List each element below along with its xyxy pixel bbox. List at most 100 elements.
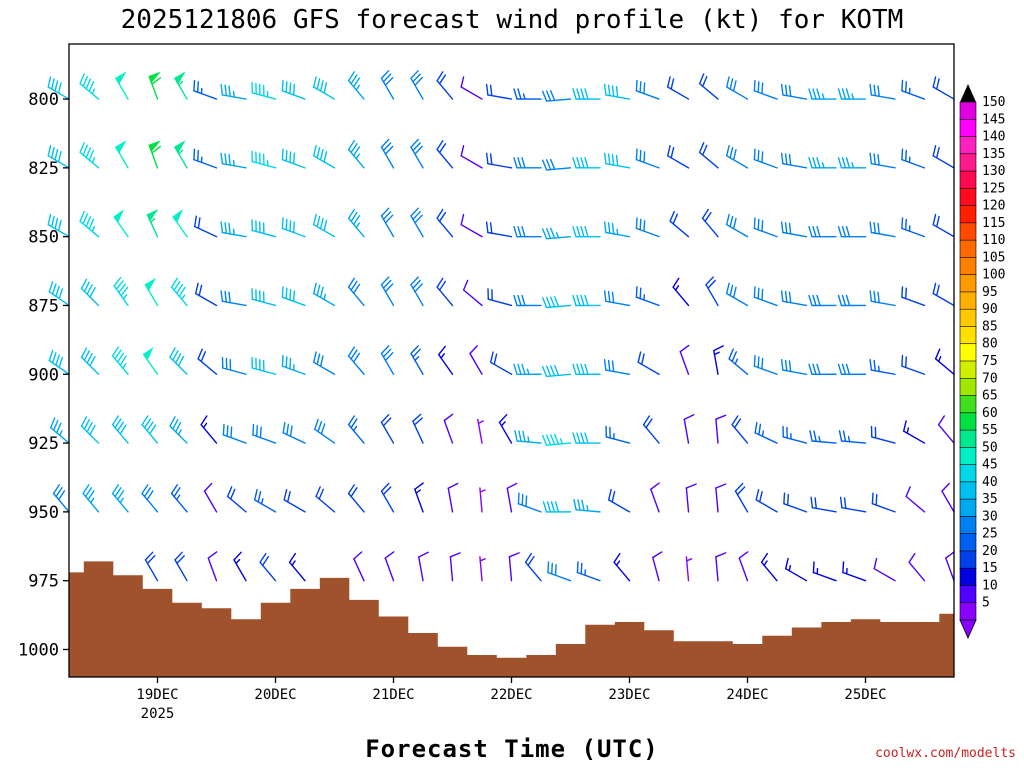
wind-barb-feather — [652, 551, 663, 559]
wind-barb — [513, 88, 542, 100]
wind-barb — [169, 416, 188, 444]
wind-barb-feather — [116, 421, 125, 432]
wind-barb — [683, 414, 695, 444]
wind-barb-feather — [197, 348, 203, 360]
wind-barb-feather — [869, 359, 873, 371]
wind-barb — [113, 276, 129, 307]
wind-barb-feather — [313, 282, 317, 295]
wind-barb-staff — [715, 487, 719, 513]
wind-barb-feather — [576, 157, 581, 169]
wind-barb-feather — [757, 287, 760, 300]
colorbar-segment — [959, 291, 977, 310]
wind-barb-half-feather — [91, 225, 96, 233]
wind-barb-half-feather — [178, 149, 184, 155]
wind-barb-feather — [347, 277, 355, 288]
wind-barb-feather — [785, 557, 789, 570]
wind-barb — [353, 551, 365, 582]
wind-barb — [842, 561, 867, 582]
wind-barb-feather — [841, 225, 847, 238]
wind-barb — [780, 290, 808, 307]
colorbar-label: 70 — [982, 371, 998, 386]
wind-barb-feather — [816, 294, 821, 307]
wind-barb-feather — [289, 82, 292, 95]
wind-barb-feather — [313, 213, 317, 226]
wind-barb-feather — [576, 363, 581, 375]
wind-barb-feather — [521, 493, 524, 506]
wind-barb-staff — [460, 223, 483, 238]
wind-barb-half-feather — [527, 436, 530, 443]
wind-barb-feather — [905, 356, 907, 369]
wind-barb — [252, 423, 277, 444]
wind-barb-feather — [753, 354, 756, 367]
wind-barb-feather — [319, 355, 324, 367]
wind-barb — [436, 208, 454, 238]
wind-barb-feather — [58, 288, 64, 300]
wind-barb — [410, 69, 424, 100]
wind-barb-feather — [489, 84, 493, 97]
wind-barb-half-feather — [477, 420, 484, 425]
wind-barb — [728, 348, 749, 375]
wind-barb-feather — [86, 284, 93, 295]
wind-barb-feather — [841, 88, 847, 100]
wind-barb-feather — [347, 139, 355, 151]
wind-barb-staff — [650, 488, 660, 513]
wind-barb-flag — [113, 209, 125, 224]
wind-barb — [313, 76, 336, 100]
wind-barb-staff — [873, 568, 896, 582]
wind-barb-feather — [353, 146, 361, 157]
wind-barb-feather — [542, 501, 548, 513]
wind-barb-feather — [554, 433, 560, 445]
wind-barb — [347, 139, 365, 169]
wind-barb-feather — [903, 420, 907, 432]
wind-barb-feather — [702, 144, 708, 156]
wind-barb-feather — [641, 353, 645, 365]
wind-barb-feather — [635, 148, 638, 161]
wind-barb — [111, 346, 129, 375]
y-tick-label: 825 — [28, 159, 59, 179]
wind-barb — [220, 290, 247, 307]
wind-barb-feather — [151, 77, 162, 85]
wind-barb-feather — [447, 482, 459, 489]
wind-barb-feather — [315, 486, 321, 498]
wind-barb-flag — [146, 208, 159, 222]
wind-barb-staff — [908, 561, 926, 582]
wind-barb-feather — [603, 83, 607, 96]
wind-barb-feather — [85, 216, 92, 228]
colorbar-segment — [959, 585, 977, 604]
wind-barb-feather — [611, 222, 615, 235]
wind-barb — [753, 148, 778, 169]
wind-barb-feather — [580, 88, 585, 100]
wind-barb-feather — [224, 290, 228, 303]
wind-barb-feather — [550, 365, 556, 377]
wind-barb-half-feather — [355, 222, 360, 229]
colorbar-segment — [959, 170, 977, 190]
wind-barb-feather — [319, 217, 324, 230]
colorbar-segment — [959, 257, 977, 276]
wind-barb — [837, 157, 867, 169]
wind-barb-feather — [143, 487, 152, 498]
wind-barb — [281, 148, 306, 169]
colorbar-label: 90 — [982, 302, 998, 317]
wind-barb-feather — [55, 487, 63, 498]
wind-barb — [901, 354, 926, 375]
wind-barb-feather — [580, 562, 583, 575]
wind-barb — [220, 221, 247, 238]
colorbar-segment — [959, 274, 977, 293]
wind-barb — [603, 221, 631, 238]
wind-barb-flag — [174, 71, 186, 85]
colorbar-segment — [959, 136, 977, 155]
colorbar-segment — [959, 567, 977, 587]
wind-barb-half-feather — [202, 422, 208, 429]
wind-barb-feather — [812, 157, 817, 169]
wind-barb-flag — [148, 140, 161, 153]
wind-barb-feather — [380, 276, 390, 286]
wind-barb — [380, 69, 395, 100]
wind-barb — [462, 279, 483, 307]
wind-barb-half-feather — [821, 162, 825, 169]
wind-barb-feather — [82, 484, 90, 495]
y-tick-label: 900 — [28, 365, 59, 385]
wind-barb-feather — [380, 207, 390, 217]
wind-barb-half-feather — [90, 497, 95, 504]
wind-barb-feather — [79, 73, 85, 85]
wind-barb-feather — [141, 415, 149, 426]
